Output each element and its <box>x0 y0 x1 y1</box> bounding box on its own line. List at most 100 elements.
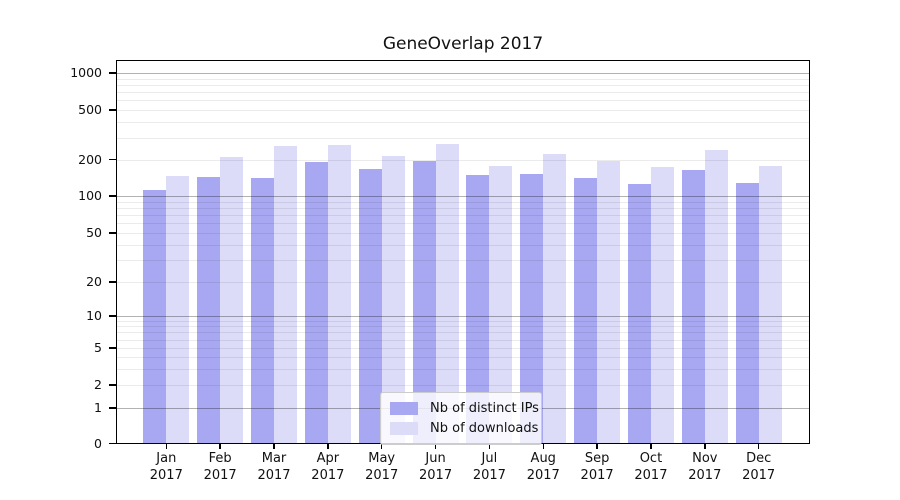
x-tick-label-feb: Feb 2017 <box>188 451 252 484</box>
x-label-year: 2017 <box>688 467 722 483</box>
x-tick-nov <box>704 444 706 449</box>
gridline-minor-30 <box>116 260 810 262</box>
x-label-month: Jan <box>156 451 177 466</box>
gridline-minor-300 <box>116 137 810 139</box>
gridline-minor-50 <box>116 233 810 234</box>
y-tick-100 <box>109 195 116 197</box>
gridline-minor-8 <box>116 326 810 328</box>
bar-downloads-nov <box>704 150 728 444</box>
y-tick-label-2: 2 <box>94 377 102 392</box>
x-tick-label-dec: Dec 2017 <box>727 451 791 484</box>
legend-label-distinct-ips: Nb of distinct IPs <box>430 400 539 416</box>
y-tick-label-0: 0 <box>94 435 102 451</box>
y-tick-label-500: 500 <box>78 102 102 117</box>
y-tick-5 <box>109 347 116 349</box>
y-tick-label-50: 50 <box>86 225 102 240</box>
y-tick-1000 <box>109 72 116 74</box>
x-label-month: Jun <box>425 451 446 466</box>
x-label-year: 2017 <box>526 467 560 483</box>
gridline-minor-200 <box>116 159 810 161</box>
x-label-month: Nov <box>692 451 718 466</box>
bar-distinct-ips-oct <box>627 184 651 444</box>
x-label-month: May <box>368 451 396 466</box>
bar-downloads-mar <box>274 146 297 444</box>
x-tick-jan <box>165 444 168 449</box>
x-tick-jun <box>434 444 437 449</box>
x-label-year: 2017 <box>580 467 614 483</box>
x-tick-feb <box>219 444 221 449</box>
x-label-month: Mar <box>261 451 287 466</box>
legend-label-downloads: Nb of downloads <box>430 420 539 436</box>
gridline-minor-600 <box>116 100 810 102</box>
bar-distinct-ips-may <box>358 169 382 444</box>
gridline-minor-7 <box>116 332 810 334</box>
x-tick-mar <box>273 444 275 449</box>
legend-item-distinct-ips: Nb of distinct IPs <box>390 398 539 418</box>
bar-downloads-feb <box>220 157 244 444</box>
x-label-year: 2017 <box>419 467 453 483</box>
y-tick-label-20: 20 <box>86 274 102 289</box>
legend-swatch-downloads <box>390 421 418 435</box>
gridline-minor-40 <box>116 244 810 246</box>
x-label-year: 2017 <box>311 467 345 483</box>
bar-distinct-ips-apr <box>304 162 328 444</box>
y-tick-500 <box>109 109 116 111</box>
gridline-major-1000 <box>116 73 810 74</box>
x-label-year: 2017 <box>203 467 237 483</box>
y-tick-0 <box>109 442 116 445</box>
gridline-minor-70 <box>116 215 810 217</box>
x-label-year: 2017 <box>742 467 776 483</box>
gridline-minor-900 <box>116 78 810 80</box>
gridline-minor-9 <box>116 320 810 322</box>
x-tick-label-nov: Nov 2017 <box>673 451 737 484</box>
x-label-month: Apr <box>316 451 340 466</box>
x-label-month: Jul <box>481 451 498 466</box>
x-label-year: 2017 <box>257 467 291 483</box>
chart-title: GeneOverlap 2017 <box>382 34 544 54</box>
bar-downloads-apr <box>327 144 351 444</box>
x-tick-label-may: May 2017 <box>350 451 414 484</box>
x-tick-label-oct: Oct 2017 <box>619 451 683 484</box>
y-tick-label-200: 200 <box>78 151 102 167</box>
bar-downloads-jul <box>489 166 513 444</box>
y-tick-1 <box>109 407 116 409</box>
legend-swatch-distinct-ips <box>390 401 418 415</box>
bar-downloads-may <box>381 156 405 444</box>
y-tick-label-10: 10 <box>86 308 102 323</box>
y-tick-label-5: 5 <box>94 340 102 355</box>
bar-distinct-ips-mar <box>251 178 274 444</box>
gridline-minor-5 <box>116 348 810 349</box>
bar-downloads-dec <box>758 165 782 444</box>
y-tick-200 <box>109 158 116 161</box>
bar-distinct-ips-nov <box>681 170 705 444</box>
x-label-month: Oct <box>639 451 663 466</box>
y-tick-20 <box>109 281 116 283</box>
y-tick-2 <box>109 384 116 386</box>
x-tick-label-jan: Jan 2017 <box>134 451 198 484</box>
gridline-minor-800 <box>116 84 810 86</box>
gridline-major-100 <box>116 196 810 197</box>
x-label-year: 2017 <box>149 467 183 483</box>
x-tick-jul <box>488 444 491 449</box>
y-tick-50 <box>109 232 116 234</box>
gridline-minor-700 <box>116 92 810 94</box>
bar-distinct-ips-feb <box>197 176 221 444</box>
gridline-minor-3 <box>116 368 810 370</box>
x-tick-apr <box>327 444 329 449</box>
x-tick-may <box>380 444 383 449</box>
plot-area <box>116 60 810 444</box>
x-label-year: 2017 <box>365 467 399 483</box>
x-tick-oct <box>650 444 652 449</box>
bar-downloads-jun <box>435 144 459 444</box>
x-tick-label-aug: Aug 2017 <box>511 451 575 484</box>
bar-distinct-ips-sep <box>574 178 598 444</box>
y-tick-10 <box>109 315 116 317</box>
y-tick-label-100: 100 <box>78 188 102 203</box>
x-tick-label-jun: Jun 2017 <box>404 451 468 484</box>
gridline-major-10 <box>116 316 810 317</box>
bar-distinct-ips-aug <box>520 174 544 444</box>
x-tick-label-mar: Mar 2017 <box>242 451 306 484</box>
y-tick-label-1000: 1000 <box>70 65 102 80</box>
x-label-month: Dec <box>746 451 772 466</box>
